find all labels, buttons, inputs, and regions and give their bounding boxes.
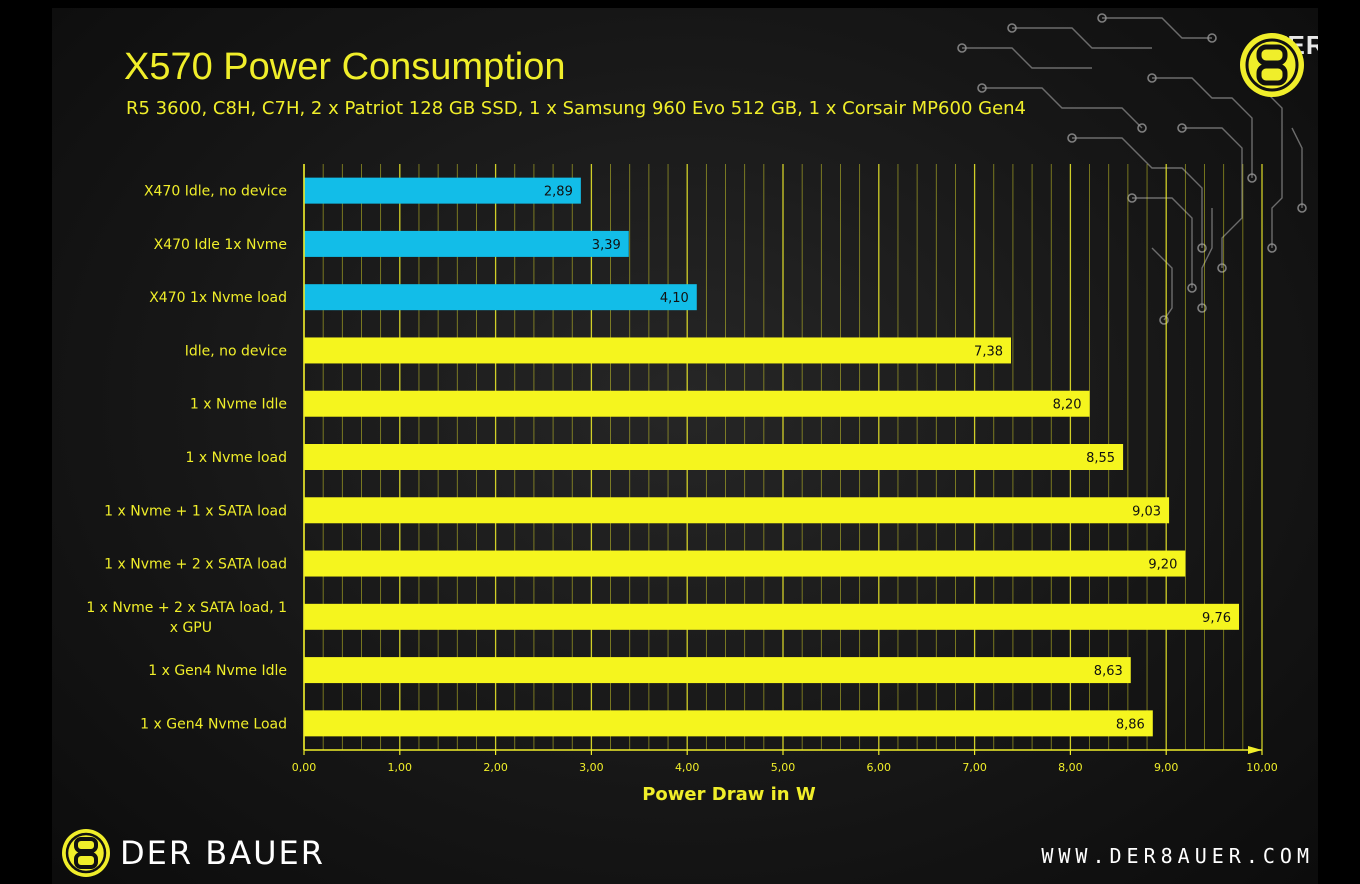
- website-url: WWW.DER8AUER.COM: [1041, 844, 1314, 868]
- x-tick-label: 1,00: [388, 761, 413, 774]
- category-label-line: X470 Idle, no device: [144, 184, 287, 200]
- x-tick-label: 3,00: [579, 761, 604, 774]
- data-label: 8,55: [1086, 451, 1115, 466]
- bar: [304, 390, 1090, 417]
- chart-subtitle: R5 3600, C8H, C7H, 2 x Patriot 128 GB SS…: [126, 98, 1026, 119]
- category-label-line: X470 1x Nvme load: [149, 290, 287, 306]
- category-label-line: 1 x Nvme + 2 x SATA load, 1: [86, 600, 287, 616]
- bar: [304, 177, 581, 204]
- der8auer-8-icon: [62, 829, 110, 877]
- category-label: Idle, no device: [185, 343, 287, 359]
- data-label: 7,38: [974, 344, 1003, 359]
- data-label: 9,03: [1132, 504, 1161, 519]
- x-tick-label: 9,00: [1154, 761, 1179, 774]
- category-label: X470 1x Nvme load: [149, 290, 287, 306]
- bar: [304, 550, 1186, 577]
- bar: [304, 497, 1170, 524]
- x-tick-label: 5,00: [771, 761, 796, 774]
- category-label-line: 1 x Nvme + 1 x SATA load: [104, 503, 287, 519]
- category-label-line: X470 Idle 1x Nvme: [154, 237, 287, 253]
- category-label-line: 1 x Gen4 Nvme Idle: [148, 663, 287, 679]
- category-label: 1 x Nvme load: [186, 450, 287, 466]
- x-tick-label: 10,00: [1246, 761, 1278, 774]
- category-label: 1 x Gen4 Nvme Idle: [148, 663, 287, 679]
- category-label-line: Idle, no device: [185, 343, 287, 359]
- category-label-line: 1 x Nvme load: [186, 450, 287, 466]
- data-label: 9,20: [1148, 558, 1177, 573]
- data-label: 2,89: [544, 185, 573, 200]
- data-label: 8,20: [1053, 398, 1082, 413]
- category-label: X470 Idle 1x Nvme: [154, 237, 287, 253]
- x-tick-label: 2,00: [483, 761, 508, 774]
- x-axis-title: Power Draw in W: [642, 784, 816, 805]
- data-label: 8,86: [1116, 717, 1145, 732]
- bar: [304, 230, 629, 257]
- bar: [304, 657, 1131, 684]
- data-label: 8,63: [1094, 664, 1123, 679]
- category-label-line: 1 x Nvme + 2 x SATA load: [104, 557, 287, 573]
- bar: [304, 284, 697, 311]
- x-tick-label: 8,00: [1058, 761, 1083, 774]
- circuit-decoration: [957, 13, 1307, 325]
- bar: [304, 444, 1124, 470]
- brand-name: DER BAUER: [120, 834, 325, 872]
- category-label: 1 x Gen4 Nvme Load: [140, 716, 287, 732]
- chart-title: X570 Power Consumption: [124, 46, 566, 88]
- der8auer-8-logo-icon: [1240, 33, 1304, 97]
- bar: [304, 710, 1153, 737]
- x-tick-label: 6,00: [867, 761, 892, 774]
- x-tick-label: 4,00: [675, 761, 700, 774]
- x-axis-arrow-icon: [1248, 746, 1262, 754]
- brand-logo: DER BAUER: [60, 823, 325, 883]
- category-label: 1 x Nvme Idle: [190, 397, 287, 413]
- category-label: 1 x Nvme + 2 x SATA load: [104, 557, 287, 573]
- data-label: 9,76: [1202, 611, 1231, 626]
- category-label-line: x GPU: [170, 620, 212, 636]
- category-label: X470 Idle, no device: [144, 184, 287, 200]
- category-label-line: 1 x Gen4 Nvme Load: [140, 716, 287, 732]
- data-label: 4,10: [660, 291, 689, 306]
- bar: [304, 337, 1012, 364]
- category-label: 1 x Nvme + 2 x SATA load, 1 x GPU: [86, 600, 287, 636]
- x-tick-label: 0,00: [292, 761, 317, 774]
- category-label: 1 x Nvme + 1 x SATA load: [104, 503, 287, 519]
- category-label-line: 1 x Nvme Idle: [190, 397, 287, 413]
- data-label: 3,39: [592, 238, 621, 253]
- x-tick-label: 7,00: [962, 761, 987, 774]
- bar: [304, 603, 1240, 630]
